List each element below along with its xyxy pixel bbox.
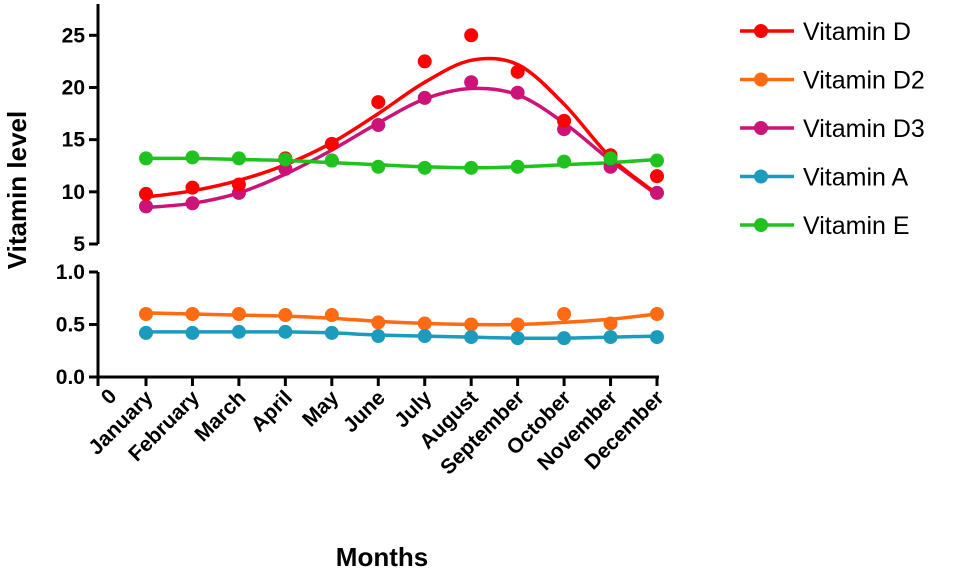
legend-item-vitamin-d3: Vitamin D3 bbox=[740, 115, 925, 143]
legend-label: Vitamin D2 bbox=[803, 67, 925, 95]
legend: Vitamin D Vitamin D2 Vitamin D3 Vitamin A Vi… bbox=[740, 18, 925, 240]
y-tick-label: 20 bbox=[62, 76, 85, 99]
data-point-vitamin-a-august bbox=[464, 330, 479, 345]
data-point-vitamin-d2-september bbox=[510, 317, 525, 332]
legend-item-vitamin-d: Vitamin D bbox=[740, 18, 911, 46]
y-tick-label: 0.0 bbox=[56, 366, 85, 389]
data-point-vitamin-d2-july bbox=[417, 316, 432, 331]
data-point-vitamin-d2-april bbox=[278, 308, 293, 323]
data-point-vitamin-d2-november bbox=[603, 316, 618, 331]
data-point-vitamin-d3-february bbox=[185, 196, 200, 211]
data-point-vitamin-e-march bbox=[231, 151, 246, 166]
data-point-vitamin-e-june bbox=[371, 159, 386, 174]
data-point-vitamin-d3-june bbox=[371, 118, 386, 133]
data-point-vitamin-a-february bbox=[185, 325, 200, 340]
data-point-vitamin-d3-december bbox=[650, 185, 664, 200]
legend-swatch-marker bbox=[754, 24, 768, 38]
fit-line-vitamin-d bbox=[145, 56, 659, 199]
data-point-vitamin-a-june bbox=[371, 329, 386, 344]
data-point-vitamin-d-july bbox=[417, 54, 432, 69]
legend-label: Vitamin A bbox=[803, 164, 908, 192]
axes: 5101520250.00.51.00JanuaryFebruaryMarchA… bbox=[2, 4, 669, 572]
y-axis-title: Vitamin level bbox=[2, 111, 32, 270]
data-point-vitamin-a-september bbox=[510, 331, 525, 346]
data-point-vitamin-e-may bbox=[324, 153, 339, 168]
y-tick-label: 25 bbox=[62, 24, 86, 47]
data-point-vitamin-d-may bbox=[324, 136, 339, 151]
x-tick-label-june: June bbox=[339, 386, 390, 437]
legend-swatch-marker bbox=[754, 169, 768, 184]
fit-lines bbox=[145, 56, 659, 340]
fit-line-vitamin-d3 bbox=[145, 86, 659, 210]
data-points bbox=[139, 28, 664, 346]
data-point-vitamin-d-march bbox=[231, 177, 246, 192]
data-point-vitamin-d-january bbox=[139, 186, 153, 201]
data-point-vitamin-d3-august bbox=[464, 75, 479, 90]
legend-swatch-marker bbox=[754, 121, 768, 135]
data-point-vitamin-e-july bbox=[417, 160, 432, 175]
data-point-vitamin-e-november bbox=[603, 151, 618, 166]
data-point-vitamin-d2-january bbox=[139, 307, 153, 321]
y-tick-label: 5 bbox=[73, 233, 85, 256]
legend-swatch-marker bbox=[754, 218, 768, 232]
x-tick-label-may: May bbox=[298, 386, 343, 431]
x-origin-label: 0 bbox=[97, 385, 122, 410]
data-point-vitamin-d-february bbox=[185, 180, 200, 195]
data-point-vitamin-a-april bbox=[278, 324, 293, 339]
data-point-vitamin-a-december bbox=[650, 330, 664, 345]
legend-item-vitamin-a: Vitamin A bbox=[740, 164, 908, 192]
data-point-vitamin-e-april bbox=[278, 152, 293, 167]
fit-line-vitamin-a bbox=[145, 330, 658, 340]
data-point-vitamin-d-october bbox=[557, 113, 572, 128]
data-point-vitamin-a-july bbox=[417, 329, 432, 344]
data-point-vitamin-e-october bbox=[557, 154, 572, 169]
legend-label: Vitamin D3 bbox=[803, 115, 925, 143]
x-tick-label-march: March bbox=[190, 386, 250, 446]
data-point-vitamin-e-august bbox=[464, 160, 479, 175]
legend-label: Vitamin D bbox=[803, 18, 911, 46]
data-point-vitamin-a-november bbox=[603, 330, 618, 345]
data-point-vitamin-d3-july bbox=[417, 90, 432, 105]
data-point-vitamin-d2-december bbox=[650, 307, 664, 321]
legend-item-vitamin-d2: Vitamin D2 bbox=[740, 67, 925, 95]
y-tick-label: 0.5 bbox=[56, 314, 86, 337]
y-tick-label: 10 bbox=[62, 181, 85, 204]
legend-swatch-marker bbox=[754, 72, 768, 87]
data-point-vitamin-a-may bbox=[324, 325, 339, 340]
data-point-vitamin-e-september bbox=[510, 159, 525, 174]
data-point-vitamin-d3-january bbox=[139, 199, 153, 214]
data-point-vitamin-d2-may bbox=[324, 308, 339, 323]
x-tick-label-april: April bbox=[247, 386, 297, 436]
data-point-vitamin-d2-june bbox=[371, 315, 386, 330]
data-point-vitamin-d-june bbox=[371, 95, 386, 110]
data-point-vitamin-e-december bbox=[650, 153, 664, 168]
y-tick-label: 1.0 bbox=[56, 261, 85, 284]
data-point-vitamin-a-october bbox=[557, 331, 572, 346]
data-point-vitamin-d2-august bbox=[464, 317, 479, 332]
data-point-vitamin-d2-october bbox=[557, 307, 572, 321]
data-point-vitamin-a-january bbox=[139, 325, 153, 340]
y-tick-label: 15 bbox=[62, 129, 86, 152]
data-point-vitamin-d-august bbox=[464, 28, 479, 43]
data-point-vitamin-e-february bbox=[185, 150, 200, 165]
data-point-vitamin-d3-september bbox=[510, 85, 525, 100]
fit-line-vitamin-e bbox=[145, 156, 658, 170]
data-point-vitamin-e-january bbox=[139, 151, 153, 166]
legend-item-vitamin-e: Vitamin E bbox=[740, 212, 910, 240]
data-point-vitamin-d2-march bbox=[231, 307, 246, 321]
legend-label: Vitamin E bbox=[803, 212, 910, 240]
data-point-vitamin-a-march bbox=[231, 324, 246, 339]
data-point-vitamin-d-december bbox=[650, 169, 664, 184]
data-point-vitamin-d2-february bbox=[185, 307, 200, 321]
data-point-vitamin-d-september bbox=[510, 64, 525, 79]
x-axis-title: Months bbox=[336, 542, 428, 572]
fit-line-vitamin-d2 bbox=[145, 311, 658, 327]
